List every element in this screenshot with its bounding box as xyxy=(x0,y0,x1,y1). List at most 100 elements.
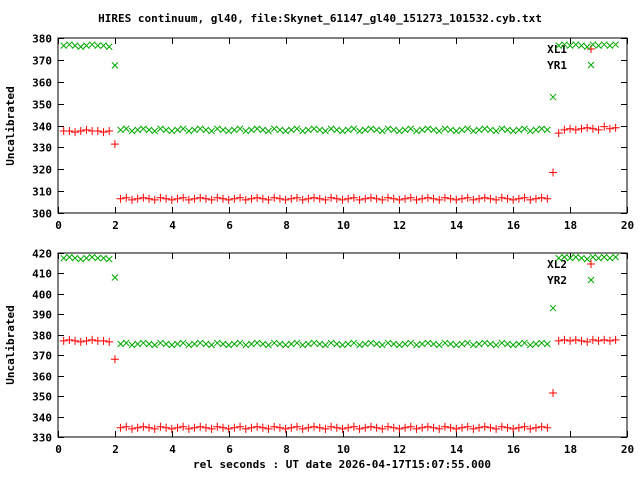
data-point-plus-icon xyxy=(156,193,165,202)
data-point-cross-icon xyxy=(179,125,187,133)
data-point-cross-icon xyxy=(509,127,517,135)
data-point-plus-icon xyxy=(65,335,74,344)
data-point-cross-icon xyxy=(532,340,540,348)
data-point-plus-icon xyxy=(452,195,461,204)
data-point-plus-icon xyxy=(395,424,404,433)
data-point-plus-icon xyxy=(549,168,558,177)
legend-marker-cross-icon xyxy=(587,61,595,69)
data-point-plus-icon xyxy=(275,194,284,203)
data-point-plus-icon xyxy=(401,423,410,432)
data-point-plus-icon xyxy=(139,193,148,202)
x-tick-label: 10 xyxy=(337,219,350,232)
data-point-cross-icon xyxy=(71,254,79,262)
data-point-cross-icon xyxy=(424,339,432,347)
data-point-cross-icon xyxy=(561,41,568,48)
data-point-plus-icon xyxy=(361,423,370,432)
x-tick-label: 0 xyxy=(55,443,62,456)
data-point-plus-icon xyxy=(423,422,432,431)
data-point-plus-icon xyxy=(196,193,205,202)
data-point-plus-icon xyxy=(344,194,353,203)
data-point-plus-icon xyxy=(292,422,301,431)
data-point-plus-icon xyxy=(213,193,222,202)
data-point-cross-icon xyxy=(293,125,301,133)
data-point-cross-icon xyxy=(538,125,546,133)
data-point-plus-icon xyxy=(349,193,358,202)
data-point-plus-icon xyxy=(469,424,478,433)
data-point-cross-icon xyxy=(572,253,580,261)
data-point-cross-icon xyxy=(236,125,244,133)
data-point-plus-icon xyxy=(82,125,91,134)
data-point-plus-icon xyxy=(236,193,245,202)
data-point-plus-icon xyxy=(378,424,387,433)
data-point-cross-icon xyxy=(282,341,289,349)
legend-label-yr1: YR1 xyxy=(547,59,567,72)
x-tick-label: 8 xyxy=(283,219,290,232)
data-point-cross-icon xyxy=(515,126,523,134)
data-point-cross-icon xyxy=(339,127,346,135)
data-point-plus-icon xyxy=(116,194,125,203)
data-point-plus-icon xyxy=(173,194,182,203)
data-point-cross-icon xyxy=(145,126,153,134)
data-point-cross-icon xyxy=(122,339,130,347)
data-point-plus-icon xyxy=(372,423,381,432)
data-point-plus-icon xyxy=(253,422,262,431)
data-point-cross-icon xyxy=(134,340,142,348)
data-point-plus-icon xyxy=(264,424,273,433)
data-point-cross-icon xyxy=(418,126,426,134)
data-point-plus-icon xyxy=(196,422,205,431)
data-point-plus-icon xyxy=(184,424,193,433)
data-point-plus-icon xyxy=(378,195,387,204)
data-point-cross-icon xyxy=(202,126,210,134)
data-point-cross-icon xyxy=(413,341,420,349)
data-point-cross-icon xyxy=(390,126,398,134)
data-point-cross-icon xyxy=(117,126,124,134)
data-point-plus-icon xyxy=(258,194,267,203)
data-point-plus-icon xyxy=(469,195,478,204)
y-tick-label: 360 xyxy=(32,77,52,90)
series-xl2 xyxy=(59,335,620,433)
series-yr2 xyxy=(60,253,619,349)
data-point-cross-icon xyxy=(94,42,102,50)
data-point-plus-icon xyxy=(486,194,495,203)
data-point-plus-icon xyxy=(327,193,336,202)
data-point-cross-icon xyxy=(213,125,221,133)
data-point-plus-icon xyxy=(281,195,290,204)
data-point-cross-icon xyxy=(350,339,358,347)
data-point-plus-icon xyxy=(82,336,91,345)
data-point-plus-icon xyxy=(327,422,336,431)
x-tick-label: 4 xyxy=(169,219,176,232)
data-point-cross-icon xyxy=(60,254,68,262)
data-point-cross-icon xyxy=(231,340,238,348)
data-point-plus-icon xyxy=(292,193,301,202)
data-point-plus-icon xyxy=(150,424,159,433)
data-point-cross-icon xyxy=(287,126,295,134)
data-point-cross-icon xyxy=(305,126,312,134)
data-point-plus-icon xyxy=(310,422,319,431)
data-point-plus-icon xyxy=(338,195,347,204)
data-point-cross-icon xyxy=(447,126,454,134)
data-point-cross-icon xyxy=(60,42,68,50)
data-point-cross-icon xyxy=(475,126,483,134)
data-point-cross-icon xyxy=(390,340,398,348)
data-point-plus-icon xyxy=(110,140,119,149)
data-point-cross-icon xyxy=(481,125,489,133)
data-point-plus-icon xyxy=(270,422,279,431)
data-point-cross-icon xyxy=(333,340,341,348)
data-point-plus-icon xyxy=(588,335,597,344)
data-point-plus-icon xyxy=(139,422,148,431)
data-point-cross-icon xyxy=(492,341,500,349)
data-point-plus-icon xyxy=(76,337,85,346)
data-point-cross-icon xyxy=(88,41,96,48)
data-point-plus-icon xyxy=(389,194,398,203)
data-point-plus-icon xyxy=(571,335,580,344)
data-point-cross-icon xyxy=(299,341,307,349)
data-point-plus-icon xyxy=(492,195,501,204)
data-point-plus-icon xyxy=(349,422,358,431)
data-point-plus-icon xyxy=(88,335,97,344)
data-point-cross-icon xyxy=(595,254,602,262)
data-point-cross-icon xyxy=(578,42,585,50)
data-point-cross-icon xyxy=(555,42,563,50)
data-point-cross-icon xyxy=(174,126,181,134)
data-point-plus-icon xyxy=(497,193,506,202)
data-point-cross-icon xyxy=(225,341,233,349)
